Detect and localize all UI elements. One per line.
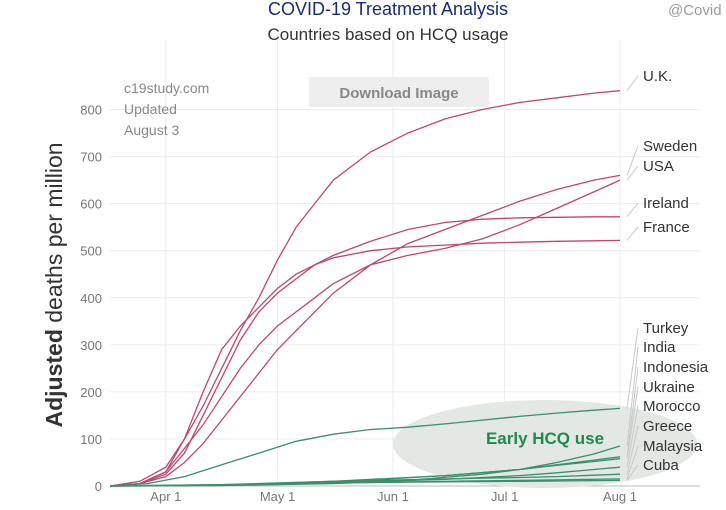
series-label-sweden: Sweden (643, 138, 697, 155)
series-label-ukraine: Ukraine (643, 379, 695, 396)
download-button-bg[interactable] (309, 77, 489, 107)
download-button-label[interactable]: Download Image (339, 85, 458, 102)
series-labels: U.K. Sweden USA Ireland France Turkey India Ind… (643, 68, 709, 474)
series-label-ireland: Ireland (643, 195, 689, 212)
y-tick-label: 100 (80, 432, 102, 447)
leader-indonesia (626, 366, 639, 457)
leader-morocco (626, 405, 639, 468)
series-label-indonesia: Indonesia (643, 359, 709, 376)
chart-title: COVID-19 Treatment Analysis (268, 0, 508, 19)
series-lines (109, 90, 621, 487)
y-tick-label: 300 (80, 338, 102, 353)
series-label-malaysia: Malaysia (643, 438, 703, 455)
series-line-turkey (109, 407, 621, 487)
series-line-france (109, 239, 621, 487)
series-label-france: France (643, 219, 690, 236)
leader-france (626, 226, 639, 241)
note-site: c19study.com (124, 80, 209, 96)
x-tick-label: Jun 1 (377, 489, 409, 504)
series-line-usa (109, 179, 621, 487)
series-label-cuba: Cuba (643, 457, 680, 474)
y-axis-label-bold: Adjusted (41, 329, 67, 427)
x-tick-label: Apr 1 (150, 489, 181, 504)
y-tick-labels: 0 100 200 300 400 500 600 700 800 (80, 103, 102, 494)
y-tick-label: 600 (80, 197, 102, 212)
series-line-sweden (109, 174, 621, 487)
series-line-cuba (109, 479, 621, 487)
early-hcq-label: Early HCQ use (486, 429, 604, 448)
leader-sweden (626, 145, 639, 176)
x-tick-label: Jul 1 (491, 489, 518, 504)
leader-cuba (626, 464, 639, 481)
series-label-u-k-: U.K. (643, 68, 672, 85)
y-tick-label: 500 (80, 244, 102, 259)
x-tick-labels: Apr 1 May 1 Jun 1 Jul 1 Aug 1 (150, 489, 637, 504)
y-axis-label: Adjusted deaths per million (41, 142, 67, 427)
watermark-handle: @Covid (668, 2, 722, 19)
leader-malaysia (626, 445, 639, 480)
leader-greece (626, 425, 639, 475)
series-label-india: India (643, 339, 676, 356)
label-leaders (626, 75, 639, 481)
download-button[interactable]: Download Image (309, 77, 489, 107)
series-label-usa: USA (643, 158, 674, 175)
series-label-morocco: Morocco (643, 398, 701, 415)
series-label-greece: Greece (643, 418, 692, 435)
series-line-u-k- (109, 90, 621, 487)
y-axis-label-rest: deaths per million (41, 142, 67, 329)
y-tick-label: 0 (95, 479, 102, 494)
series-line-ireland (109, 216, 620, 487)
chart-subtitle: Countries based on HCQ usage (268, 25, 509, 44)
x-tick-label: Aug 1 (603, 489, 637, 504)
series-label-turkey: Turkey (643, 320, 689, 337)
leader-ireland (626, 202, 639, 218)
x-tick-label: May 1 (260, 489, 295, 504)
leader-usa (626, 165, 639, 181)
y-tick-label: 800 (80, 103, 102, 118)
y-tick-label: 400 (80, 291, 102, 306)
y-tick-label: 200 (80, 385, 102, 400)
leader-turkey (626, 327, 639, 409)
note-date: August 3 (124, 122, 179, 138)
note-updated: Updated (124, 101, 177, 117)
leader-india (626, 346, 639, 447)
y-tick-label: 700 (80, 150, 102, 165)
leader-ukraine (626, 386, 639, 459)
leader-u-k- (626, 75, 639, 92)
